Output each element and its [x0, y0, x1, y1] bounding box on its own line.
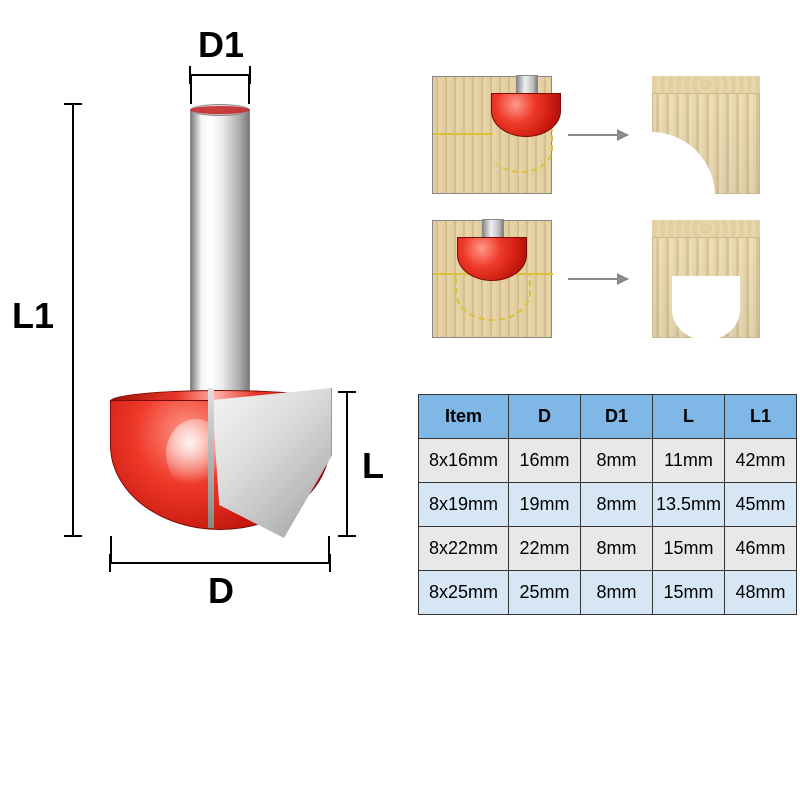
cell: 8x19mm — [419, 483, 509, 527]
cell: 45mm — [725, 483, 797, 527]
table-row: 8x16mm 16mm 8mm 11mm 42mm — [419, 439, 797, 483]
dim-l-tick-t — [338, 391, 356, 393]
dim-l-bar — [346, 392, 348, 536]
cell: 16mm — [509, 439, 581, 483]
mini-shank — [516, 75, 538, 95]
cell: 8mm — [581, 527, 653, 571]
label-d1: D1 — [198, 24, 244, 66]
table-row: 8x22mm 22mm 8mm 15mm 46mm — [419, 527, 797, 571]
cell: 15mm — [653, 527, 725, 571]
bit-shank-rim — [190, 106, 250, 114]
label-l1: L1 — [12, 295, 54, 337]
cell: 13.5mm — [653, 483, 725, 527]
table-row: 8x25mm 25mm 8mm 15mm 48mm — [419, 571, 797, 615]
col-d: D — [509, 395, 581, 439]
arrow-2 — [568, 278, 628, 280]
cell: 15mm — [653, 571, 725, 615]
usage-groove-result — [652, 220, 760, 338]
arrow-1 — [568, 134, 628, 136]
cell: 8mm — [581, 571, 653, 615]
cell: 22mm — [509, 527, 581, 571]
cell: 19mm — [509, 483, 581, 527]
cell: 11mm — [653, 439, 725, 483]
cell: 8x22mm — [419, 527, 509, 571]
router-bit-diagram: D1 L1 L D — [20, 70, 400, 710]
bit-shank — [190, 110, 250, 410]
dim-d1-ext-r — [248, 74, 250, 104]
bit-blade-edge — [208, 388, 214, 529]
end-grain — [652, 76, 760, 94]
dim-l1-bar — [72, 104, 74, 536]
spec-table: Item D D1 L L1 8x16mm 16mm 8mm 11mm 42mm… — [418, 394, 797, 615]
cell: 8x16mm — [419, 439, 509, 483]
end-grain — [652, 220, 760, 238]
dim-d-bar — [110, 562, 330, 564]
mini-shank — [482, 219, 504, 239]
usage-groove-before — [432, 220, 552, 338]
col-l: L — [653, 395, 725, 439]
cell: 46mm — [725, 527, 797, 571]
table-body: 8x16mm 16mm 8mm 11mm 42mm 8x19mm 19mm 8m… — [419, 439, 797, 615]
dim-l1-tick-t — [64, 103, 82, 105]
table-header-row: Item D D1 L L1 — [419, 395, 797, 439]
dim-d-ext-l — [110, 536, 112, 562]
label-d: D — [208, 570, 234, 612]
dim-l-tick-b — [338, 535, 356, 537]
dim-d1-bar — [190, 74, 250, 76]
cell: 8mm — [581, 483, 653, 527]
round-groove-cut — [672, 276, 740, 340]
cut-guide — [433, 133, 493, 135]
cell: 8mm — [581, 439, 653, 483]
cell: 48mm — [725, 571, 797, 615]
cell: 25mm — [509, 571, 581, 615]
usage-edge-before — [432, 76, 552, 194]
dim-l1-tick-b — [64, 535, 82, 537]
col-d1: D1 — [581, 395, 653, 439]
table-row: 8x19mm 19mm 8mm 13.5mm 45mm — [419, 483, 797, 527]
dim-d1-ext-l — [190, 74, 192, 104]
cell: 42mm — [725, 439, 797, 483]
usage-edge-result — [652, 76, 760, 194]
col-l1: L1 — [725, 395, 797, 439]
col-item: Item — [419, 395, 509, 439]
cell: 8x25mm — [419, 571, 509, 615]
label-l: L — [362, 445, 384, 487]
dim-d-ext-r — [328, 536, 330, 562]
